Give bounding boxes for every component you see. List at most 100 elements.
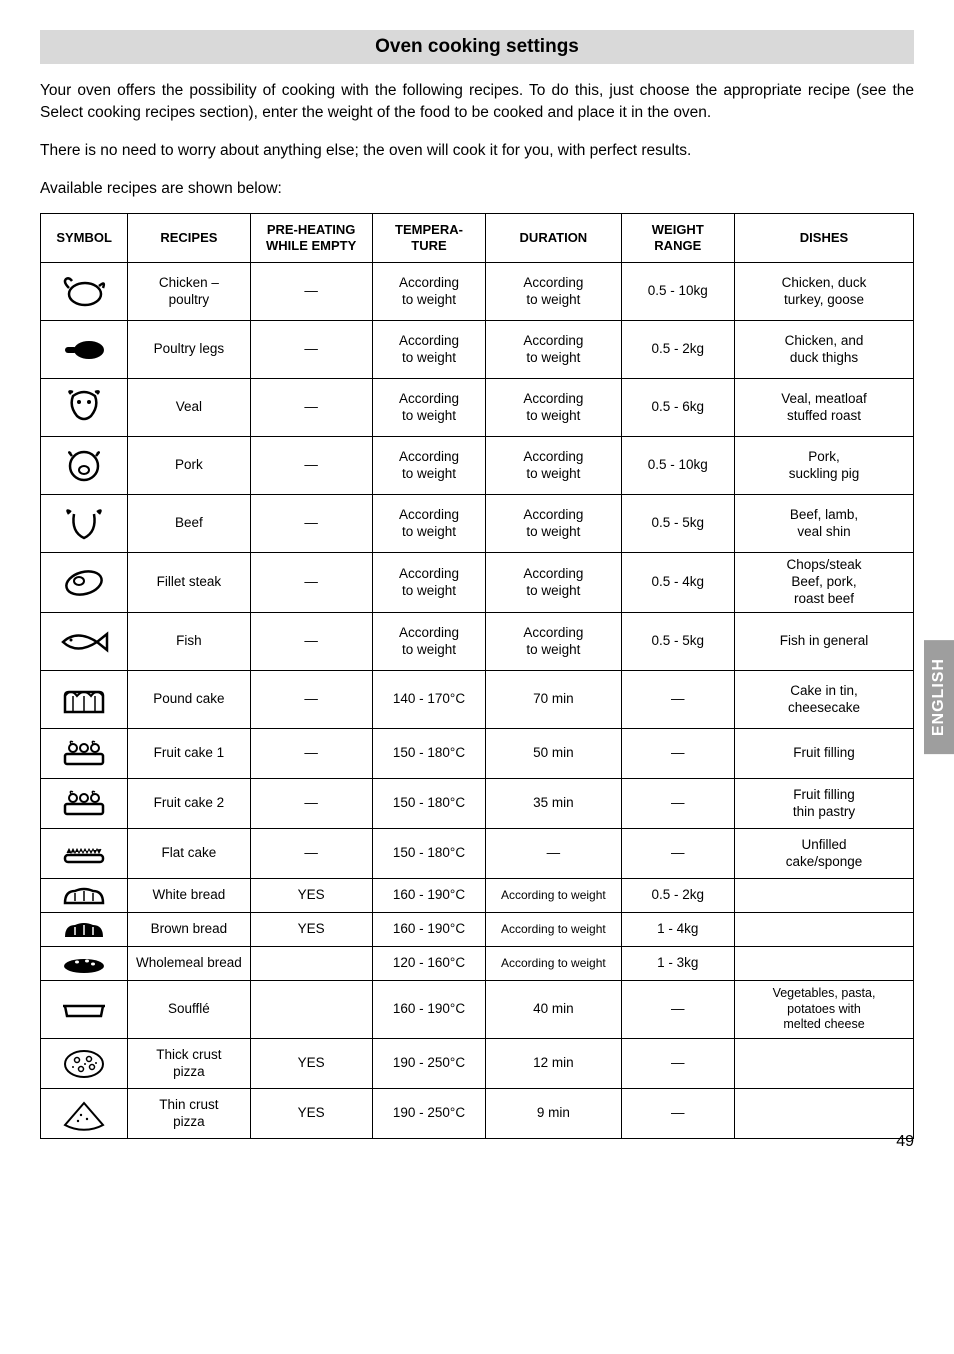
table-row: Wholemeal bread120 - 160°CAccording to w… (41, 947, 914, 981)
duration: 35 min (486, 779, 621, 829)
dishes: Chicken, duckturkey, goose (735, 263, 914, 321)
weight-range: 0.5 - 6kg (621, 379, 734, 437)
recipe-icon (41, 1039, 128, 1089)
preheating: — (250, 379, 372, 437)
dishes (735, 1039, 914, 1089)
page-title: Oven cooking settings (40, 30, 914, 64)
th-recipes: RECIPES (128, 213, 250, 263)
dishes: Pork,suckling pig (735, 437, 914, 495)
recipe-icon (41, 913, 128, 947)
dishes (735, 1089, 914, 1139)
table-row: Veal—Accordingto weightAccordingto weigh… (41, 379, 914, 437)
recipe-icon (41, 437, 128, 495)
temperature: 160 - 190°C (372, 913, 485, 947)
table-row: Beef—Accordingto weightAccordingto weigh… (41, 495, 914, 553)
recipe-name: Soufflé (128, 981, 250, 1039)
dishes: Unfilledcake/sponge (735, 829, 914, 879)
weight-range: 0.5 - 10kg (621, 263, 734, 321)
preheating: YES (250, 1039, 372, 1089)
temperature: 150 - 180°C (372, 779, 485, 829)
recipe-name: Brown bread (128, 913, 250, 947)
weight-range: — (621, 1089, 734, 1139)
recipe-name: Veal (128, 379, 250, 437)
table-row: Fillet steak—Accordingto weightAccording… (41, 553, 914, 613)
table-row: Poultry legs—Accordingto weightAccording… (41, 321, 914, 379)
recipe-icon (41, 495, 128, 553)
th-preheating: PRE-HEATINGWHILE EMPTY (250, 213, 372, 263)
intro-para-3: Available recipes are shown below: (40, 178, 914, 200)
recipe-name: Beef (128, 495, 250, 553)
weight-range: — (621, 1039, 734, 1089)
weight-range: — (621, 729, 734, 779)
recipes-table: SYMBOL RECIPES PRE-HEATINGWHILE EMPTY TE… (40, 213, 914, 1139)
weight-range: 0.5 - 10kg (621, 437, 734, 495)
preheating: — (250, 729, 372, 779)
recipe-icon (41, 263, 128, 321)
dishes: Fruit filling (735, 729, 914, 779)
weight-range: 1 - 4kg (621, 913, 734, 947)
preheating: — (250, 263, 372, 321)
dishes: Beef, lamb,veal shin (735, 495, 914, 553)
duration: — (486, 829, 621, 879)
dishes: Fish in general (735, 613, 914, 671)
duration: According to weight (486, 947, 621, 981)
dishes: Fruit fillingthin pastry (735, 779, 914, 829)
weight-range: 1 - 3kg (621, 947, 734, 981)
weight-range: — (621, 779, 734, 829)
table-row: Fish—Accordingto weightAccordingto weigh… (41, 613, 914, 671)
preheating: — (250, 779, 372, 829)
table-row: Thin crustpizzaYES190 - 250°C9 min— (41, 1089, 914, 1139)
recipe-name: Fillet steak (128, 553, 250, 613)
preheating: — (250, 671, 372, 729)
temperature: 160 - 190°C (372, 879, 485, 913)
table-row: Fruit cake 2—150 - 180°C35 min—Fruit fil… (41, 779, 914, 829)
preheating: YES (250, 913, 372, 947)
weight-range: — (621, 981, 734, 1039)
weight-range: 0.5 - 5kg (621, 613, 734, 671)
recipe-name: Thick crustpizza (128, 1039, 250, 1089)
dishes (735, 947, 914, 981)
temperature: 150 - 180°C (372, 729, 485, 779)
recipe-name: Fruit cake 1 (128, 729, 250, 779)
preheating: — (250, 613, 372, 671)
table-row: Soufflé160 - 190°C40 min—Vegetables, pas… (41, 981, 914, 1039)
temperature: 160 - 190°C (372, 981, 485, 1039)
preheating (250, 981, 372, 1039)
dishes: Cake in tin,cheesecake (735, 671, 914, 729)
recipe-icon (41, 947, 128, 981)
table-row: Brown breadYES160 - 190°CAccording to we… (41, 913, 914, 947)
recipe-icon (41, 1089, 128, 1139)
dishes: Chicken, andduck thighs (735, 321, 914, 379)
duration: Accordingto weight (486, 379, 621, 437)
recipe-name: White bread (128, 879, 250, 913)
recipe-name: Thin crustpizza (128, 1089, 250, 1139)
temperature: Accordingto weight (372, 495, 485, 553)
recipe-icon (41, 779, 128, 829)
table-row: Pork—Accordingto weightAccordingto weigh… (41, 437, 914, 495)
recipe-name: Wholemeal bread (128, 947, 250, 981)
th-temperature: TEMPERA-TURE (372, 213, 485, 263)
temperature: Accordingto weight (372, 553, 485, 613)
dishes: Vegetables, pasta,potatoes withmelted ch… (735, 981, 914, 1039)
table-row: Flat cake—150 - 180°C——Unfilledcake/spon… (41, 829, 914, 879)
recipe-icon (41, 981, 128, 1039)
recipe-icon (41, 553, 128, 613)
recipe-name: Fruit cake 2 (128, 779, 250, 829)
temperature: Accordingto weight (372, 437, 485, 495)
dishes (735, 879, 914, 913)
weight-range: — (621, 829, 734, 879)
table-row: Thick crustpizzaYES190 - 250°C12 min— (41, 1039, 914, 1089)
recipe-icon (41, 879, 128, 913)
duration: 12 min (486, 1039, 621, 1089)
th-symbol: SYMBOL (41, 213, 128, 263)
th-duration: DURATION (486, 213, 621, 263)
weight-range: 0.5 - 4kg (621, 553, 734, 613)
weight-range: — (621, 671, 734, 729)
temperature: Accordingto weight (372, 613, 485, 671)
table-row: Chicken –poultry—Accordingto weightAccor… (41, 263, 914, 321)
temperature: Accordingto weight (372, 263, 485, 321)
duration: Accordingto weight (486, 321, 621, 379)
temperature: 190 - 250°C (372, 1039, 485, 1089)
page-number: 49 (896, 1133, 914, 1151)
duration: Accordingto weight (486, 613, 621, 671)
